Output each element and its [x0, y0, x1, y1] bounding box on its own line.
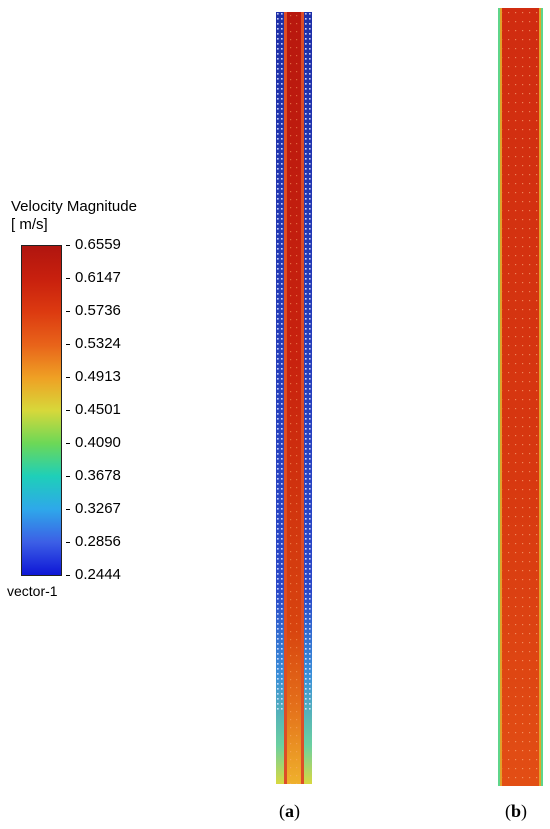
legend-tick: 0.3267: [66, 501, 121, 516]
inner-band-left: [284, 12, 288, 784]
legend-unit: [ m/s]: [11, 216, 48, 233]
wall-band-left-inner: [500, 8, 502, 786]
velocity-field-panel-a: [276, 12, 312, 784]
velocity-field-panel-b: [498, 8, 543, 786]
legend-tick: 0.2856: [66, 534, 121, 549]
legend-tick: 0.3678: [66, 468, 121, 483]
legend-tick: 0.2444: [66, 567, 121, 582]
legend-tick: 0.6147: [66, 270, 121, 285]
panel-label-b: (b): [505, 801, 528, 821]
legend-tick: 0.4501: [66, 402, 121, 417]
legend-tick: 0.5324: [66, 336, 121, 351]
near-wall-vectors-right: [304, 12, 312, 712]
inner-band-right: [300, 12, 304, 784]
wall-band-right: [541, 8, 543, 786]
legend-tick: 0.5736: [66, 303, 121, 318]
legend-tick: 0.4090: [66, 435, 121, 450]
wall-band-left: [498, 8, 500, 786]
legend-title: Velocity Magnitude: [11, 198, 137, 215]
velocity-colorbar: [21, 245, 62, 576]
vector-label: vector-1: [7, 583, 58, 599]
legend-tick: 0.4913: [66, 369, 121, 384]
near-wall-vectors-left: [276, 12, 284, 712]
core-vectors: [502, 8, 539, 786]
wall-band-right-inner: [539, 8, 541, 786]
legend-tick: 0.6559: [66, 237, 121, 252]
core-vectors: [287, 12, 301, 784]
panel-label-a: (a): [279, 801, 300, 821]
